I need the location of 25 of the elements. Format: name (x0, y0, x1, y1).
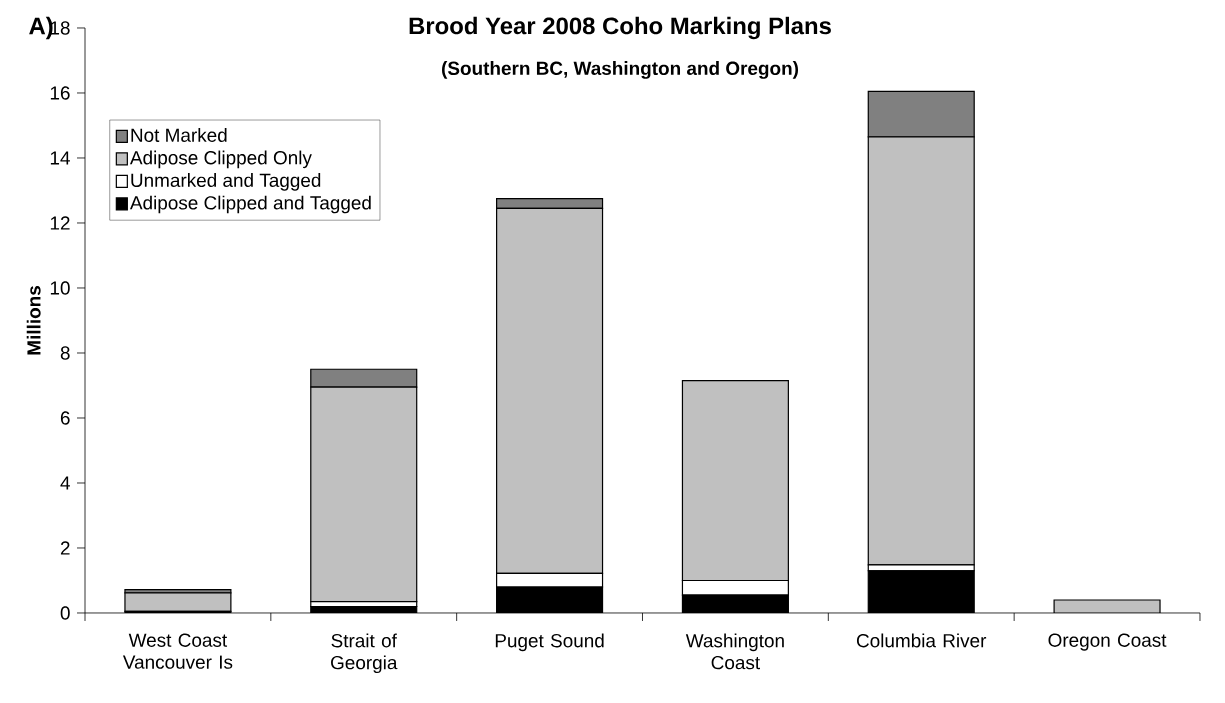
chart-title: Brood Year 2008 Coho Marking Plans (409, 16, 831, 40)
x-tick-label: West Coast Vancouver Is (122, 633, 233, 669)
bar (124, 592, 232, 612)
y-tick-label: 2 (60, 541, 70, 555)
y-tick-label: 12 (50, 216, 70, 230)
y-tick-label: 8 (60, 346, 70, 360)
x-tick-label: Oregon Coast (1048, 633, 1167, 651)
y-tick-label: 16 (50, 86, 70, 100)
y-tick-label: 4 (60, 476, 70, 490)
y-axis-title: Millions (26, 286, 41, 355)
x-tick-label: Strait of Georgia (331, 633, 398, 674)
x-tick-label: Columbia River (856, 633, 987, 648)
y-tick-label: 0 (60, 606, 70, 620)
legend-label: Not Marked (131, 128, 227, 142)
x-tick-label: Puget Sound (495, 633, 604, 652)
legend-label: Adipose Clipped Only (129, 150, 312, 169)
legend-label: Unmarked and Tagged (131, 173, 321, 191)
x-tick-label: Washington Coast (685, 633, 784, 670)
legend-label: Adipose Clipped and Tagged (129, 195, 371, 214)
y-tick-label: 10 (50, 281, 70, 295)
text: A) (29, 16, 53, 40)
y-tick-label: 14 (50, 151, 70, 165)
y-tick-label: 18 (50, 21, 70, 35)
text: (Southern BC, Washington and Oregon) (442, 61, 799, 79)
y-tick-label: 6 (60, 411, 70, 425)
